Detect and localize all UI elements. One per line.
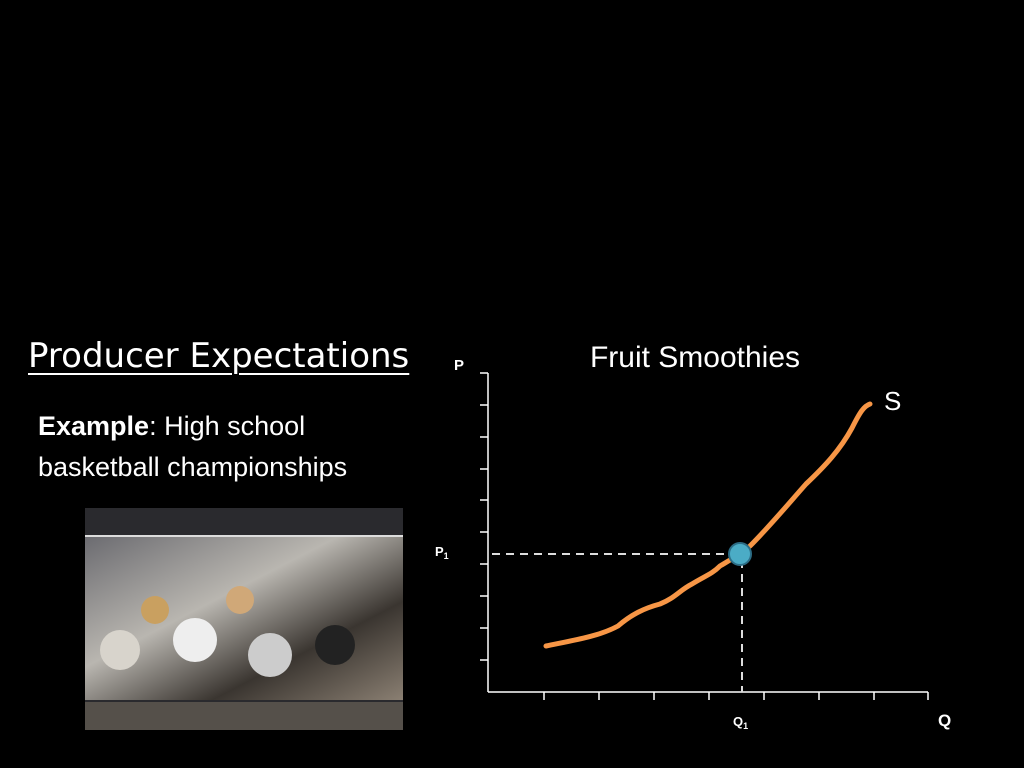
supply-curve [543, 401, 873, 649]
x-axis-label: Q [938, 711, 951, 730]
axes [480, 372, 929, 700]
quantity-label: Q1 [733, 714, 748, 731]
price-base: P [435, 544, 444, 559]
slide-title: Producer Expectations [28, 336, 410, 376]
guide-lines [492, 553, 743, 692]
quantity-base: Q [733, 714, 743, 729]
equilibrium-point [728, 542, 752, 566]
y-axis-label: P [454, 357, 464, 374]
price-sub: 1 [444, 551, 449, 561]
price-label: P1 [435, 544, 449, 561]
photo [85, 508, 403, 730]
curve-label: S [884, 386, 901, 416]
graph-title: Fruit Smoothies [590, 341, 800, 374]
quantity-sub: 1 [743, 721, 748, 731]
example-body: : High school basketball championships [38, 411, 348, 482]
example-label: Example [38, 411, 150, 441]
example-text: Example: High school basketball champion… [38, 406, 418, 488]
